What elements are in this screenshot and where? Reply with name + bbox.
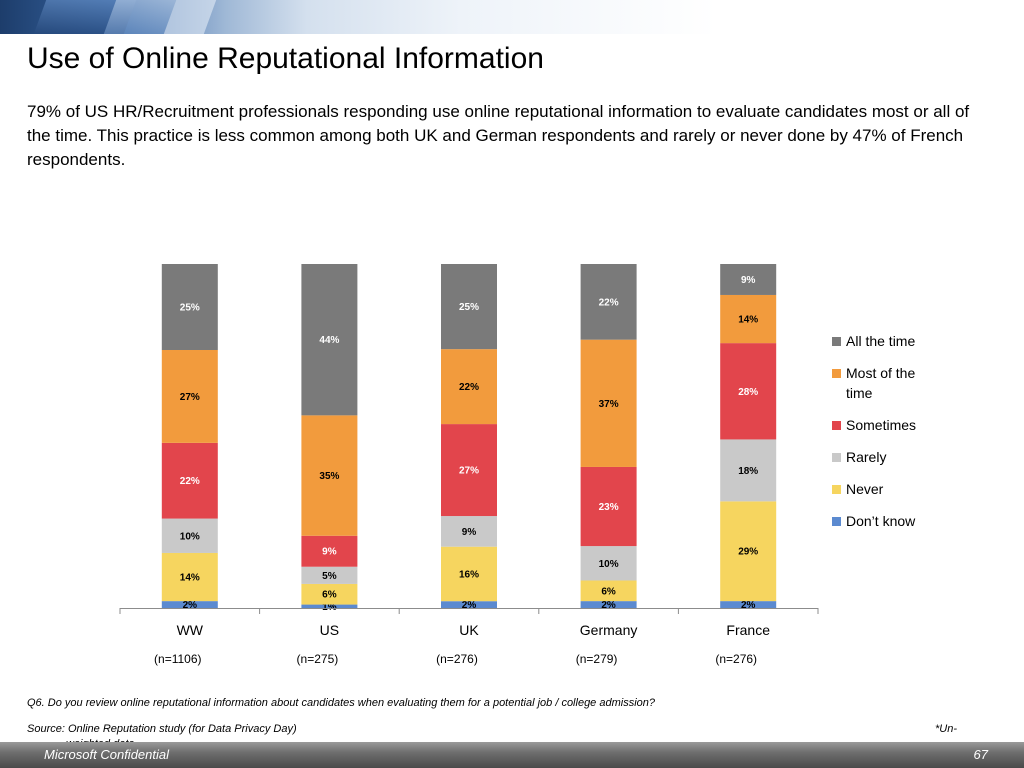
bar-segment [720, 294, 777, 344]
data-label: 6% [322, 590, 337, 601]
bar-segment [580, 580, 637, 602]
bar-segment [720, 343, 777, 440]
bar-segment [441, 516, 497, 547]
bar-segment [161, 350, 218, 443]
footnote: *Un- [935, 723, 958, 735]
data-label: 10% [599, 559, 619, 570]
bar-segment [441, 264, 497, 350]
bar-segment [580, 339, 637, 467]
legend-label: All the time [846, 333, 915, 349]
bar-segment [580, 601, 637, 608]
legend-swatch [832, 421, 841, 430]
data-label: 28% [738, 387, 758, 398]
data-label: 6% [601, 586, 616, 597]
data-label: 25% [459, 302, 479, 313]
data-label: 2% [462, 600, 477, 611]
data-label: 37% [599, 399, 619, 410]
data-label: 2% [741, 600, 756, 611]
footer-label: Microsoft Confidential [44, 747, 169, 762]
data-label: 27% [180, 392, 200, 403]
bar-segment [301, 415, 358, 536]
bar-segment [441, 546, 497, 602]
bar-segment [301, 566, 358, 584]
legend-label: time [846, 385, 873, 401]
data-label: 9% [462, 527, 477, 538]
slide-title: Use of Online Reputational Information [27, 42, 544, 75]
source-note: Source: Online Reputation study (for Dat… [27, 723, 297, 735]
legend-swatch [832, 517, 841, 526]
bar-segment [301, 264, 358, 416]
legend-label: Rarely [846, 449, 886, 465]
survey-question: Q6. Do you review online reputational in… [27, 697, 655, 709]
data-label: 14% [180, 573, 200, 584]
x-tick-label: UK [459, 622, 479, 638]
header-banner [0, 0, 1024, 34]
legend-label: Never [846, 481, 884, 497]
data-label: 22% [180, 476, 200, 487]
bar-segment [720, 601, 777, 608]
x-tick-label: Germany [580, 622, 638, 638]
bar-segment [720, 501, 777, 602]
bar-segment [301, 604, 358, 608]
sample-size-label: (n=275) [297, 652, 339, 666]
data-label: 9% [322, 547, 337, 558]
data-label: 14% [738, 315, 758, 326]
footer-bar: Microsoft Confidential 67 [0, 742, 1024, 768]
data-label: 2% [601, 600, 616, 611]
data-label: 9% [741, 275, 756, 286]
data-label: 22% [459, 382, 479, 393]
bar-segment [301, 583, 358, 605]
data-label: 44% [319, 335, 339, 346]
data-label: 10% [180, 531, 200, 542]
bar-segment [720, 264, 777, 295]
sample-size-label: (n=279) [576, 652, 618, 666]
data-label: 23% [599, 502, 619, 513]
page-number: 67 [973, 747, 988, 762]
bar-segment [161, 601, 218, 608]
bar-segment [720, 439, 777, 502]
slide-subtitle: 79% of US HR/Recruitment professionals r… [27, 102, 970, 169]
data-label: 2% [183, 600, 198, 611]
bar-segment [161, 264, 218, 350]
sample-size-label: (n=276) [436, 652, 478, 666]
bar-segment [301, 535, 358, 567]
legend-label: Most of the [846, 365, 915, 381]
data-label: 18% [738, 466, 758, 477]
data-label: 1% [322, 602, 337, 613]
bar-segment [441, 601, 497, 608]
bar-segment [161, 518, 218, 553]
x-tick-label: US [320, 622, 339, 638]
bar-segment [441, 349, 497, 425]
data-label: 5% [322, 571, 337, 582]
x-tick-label: France [726, 622, 770, 638]
legend-swatch [832, 453, 841, 462]
bar-segment [580, 546, 637, 581]
data-label: 29% [738, 547, 758, 558]
bar-segment [441, 424, 497, 517]
data-label: 16% [459, 569, 479, 580]
bar-segment [580, 466, 637, 547]
x-tick-label: WW [177, 622, 204, 638]
legend-swatch [832, 369, 841, 378]
data-label: 35% [319, 471, 339, 482]
legend-label: Sometimes [846, 417, 916, 433]
bar-segment [580, 264, 637, 340]
legend-swatch [832, 485, 841, 494]
legend-label: Don’t know [846, 513, 916, 529]
bar-segment [161, 442, 218, 519]
sample-size-label: (n=276) [715, 652, 757, 666]
sample-size-label: (n=1106) [154, 652, 201, 666]
bar-segment [161, 552, 218, 602]
data-label: 27% [459, 466, 479, 477]
data-label: 25% [180, 303, 200, 314]
stacked-bar-chart: 2%14%10%22%27%25%WW(n=1106)1%6%5%9%35%44… [119, 264, 916, 666]
legend-swatch [832, 337, 841, 346]
data-label: 22% [599, 297, 619, 308]
